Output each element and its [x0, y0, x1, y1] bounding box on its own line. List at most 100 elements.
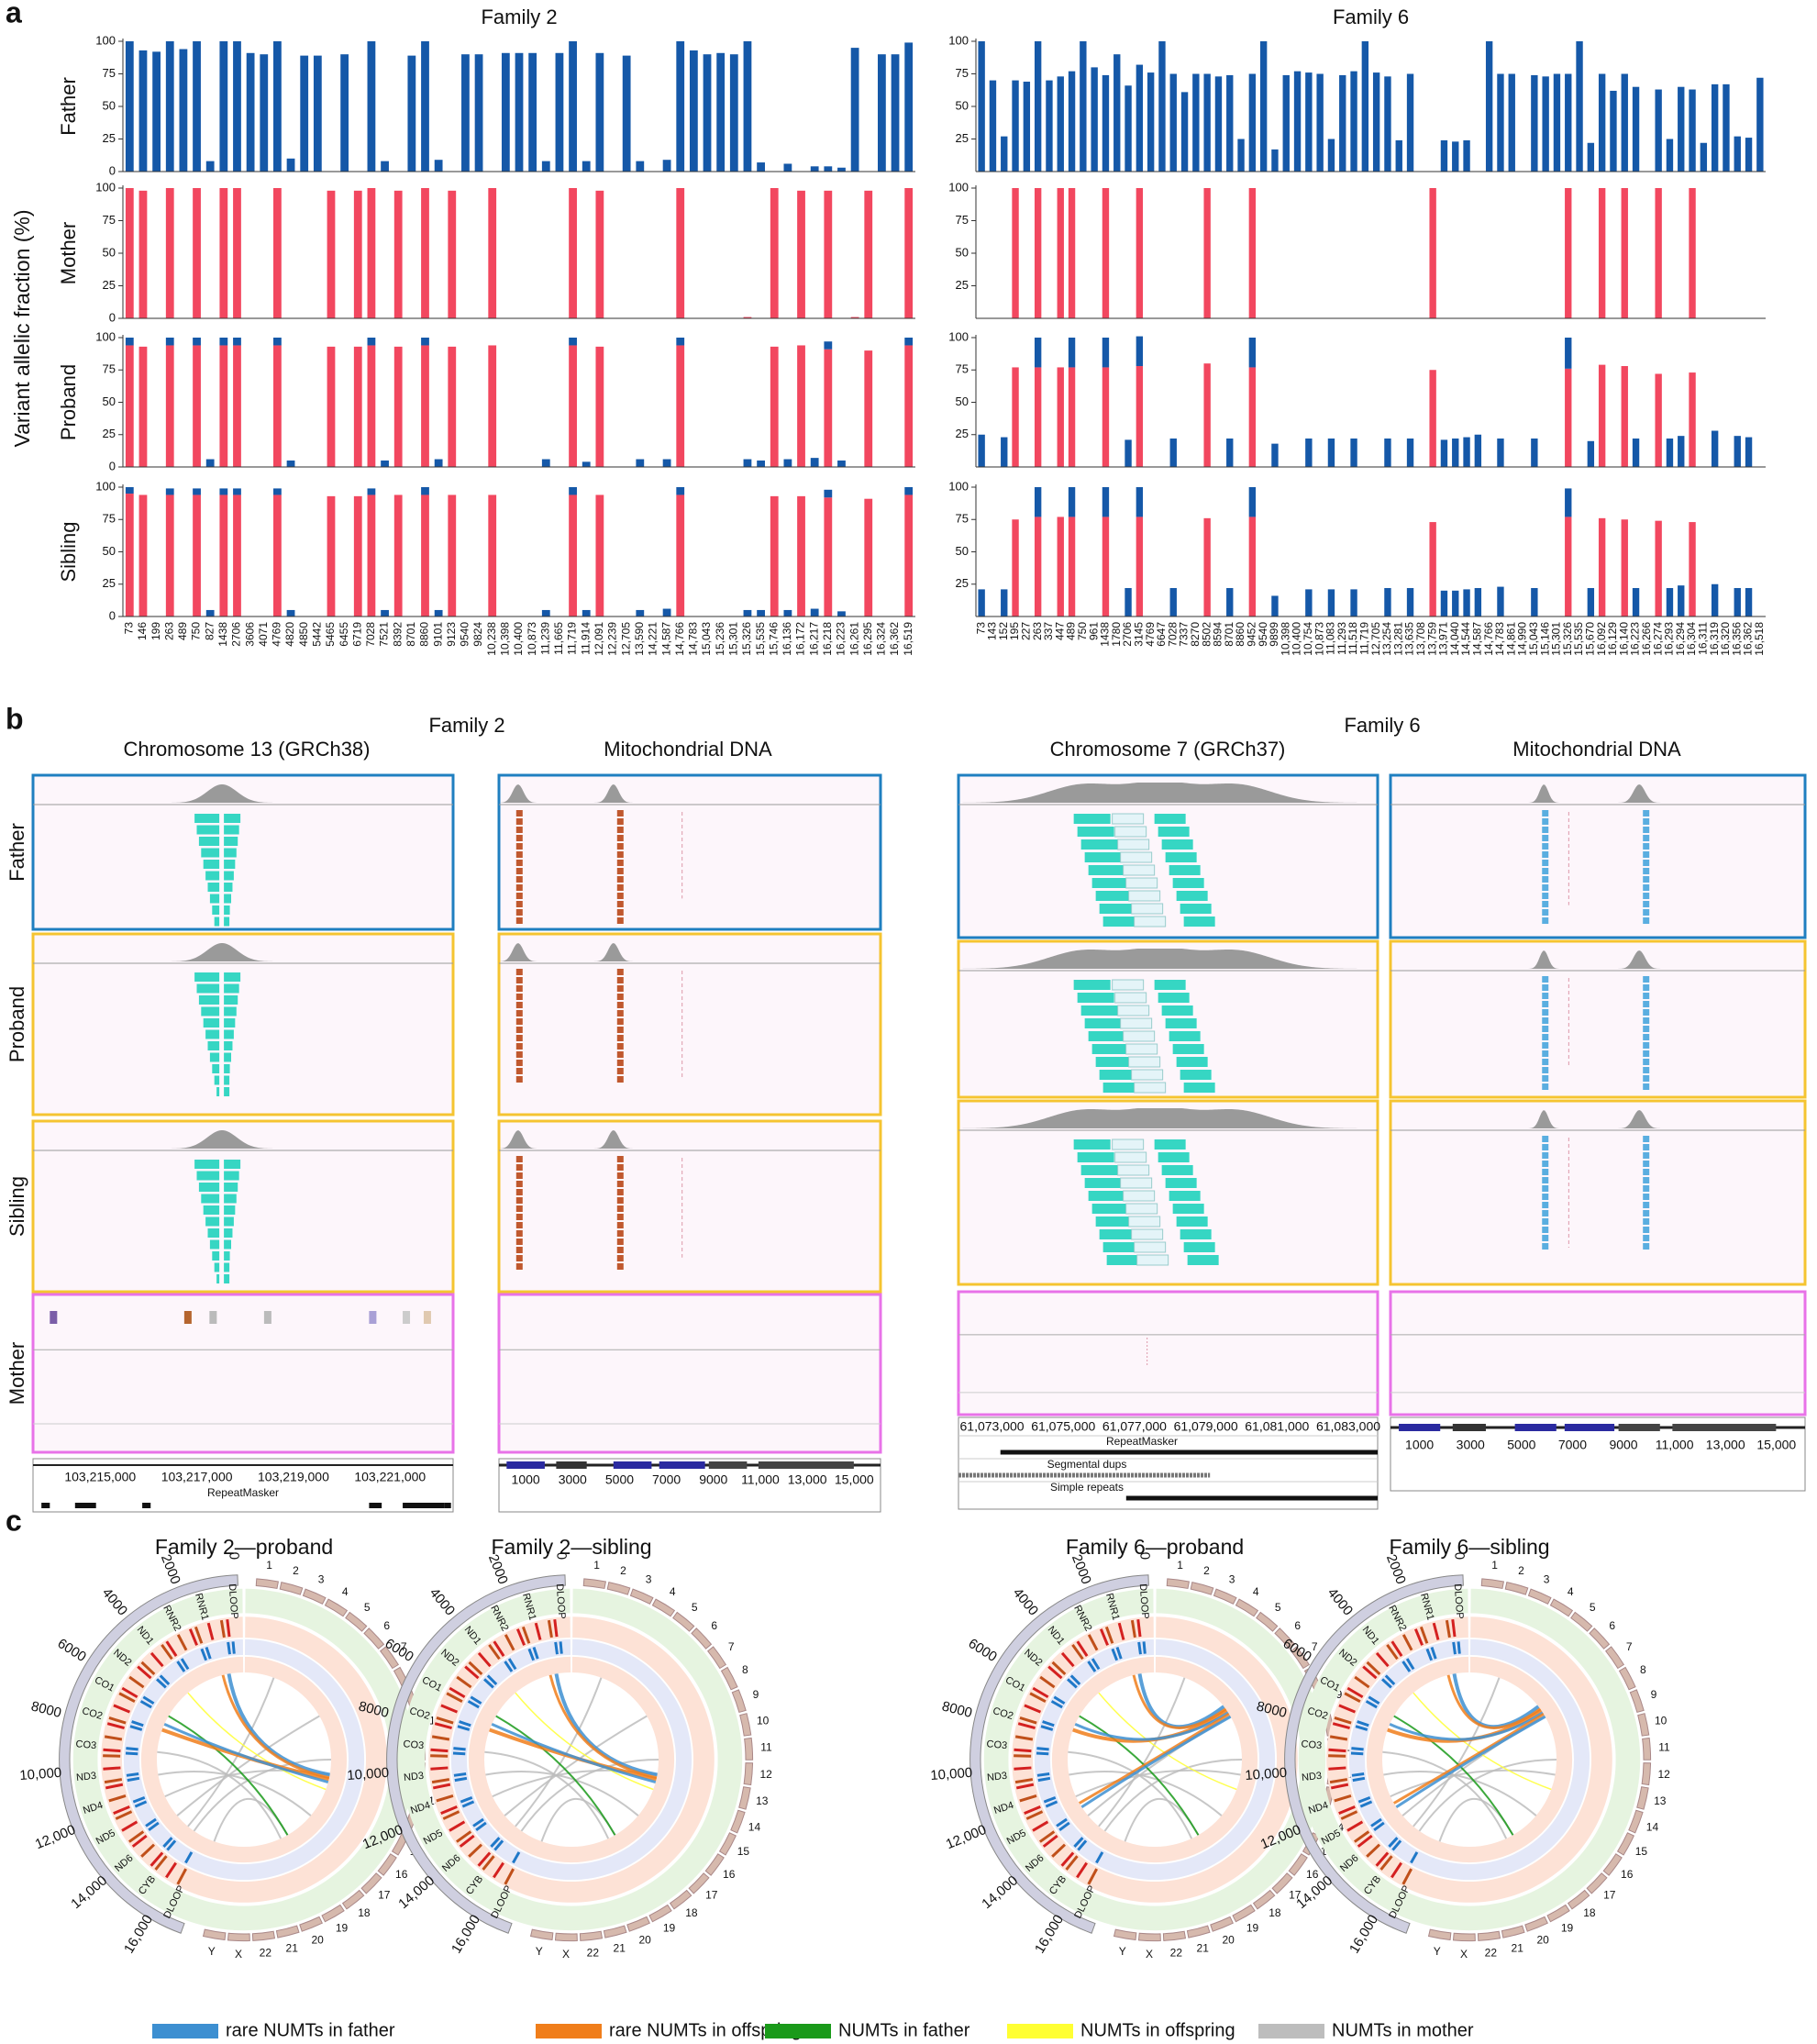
- x-tick-label: 16,311: [1697, 622, 1710, 655]
- bar: [1136, 366, 1144, 467]
- variant-tick: [1117, 1622, 1125, 1640]
- bar: [138, 190, 148, 318]
- chromosome-label: 13: [1654, 1794, 1667, 1807]
- read: [198, 837, 220, 846]
- variant-tick: [436, 1794, 454, 1803]
- chord: [1413, 1677, 1501, 1827]
- chromosome-label: 7: [1312, 1640, 1318, 1653]
- read: [515, 1156, 523, 1162]
- variant-tick: [1445, 1619, 1451, 1639]
- bar: [1169, 73, 1177, 172]
- bar: [273, 338, 282, 346]
- variant-tick: [475, 1821, 487, 1832]
- variant-tick: [1413, 1628, 1424, 1646]
- bar: [1745, 138, 1753, 172]
- bar: [1689, 188, 1696, 318]
- read: [1643, 1026, 1650, 1032]
- variant-tick: [430, 1754, 449, 1758]
- read: [1125, 1043, 1158, 1055]
- bar: [569, 487, 577, 495]
- column-title: Chromosome 13 (GRCh38): [124, 738, 371, 761]
- legend-label: NUMTs in father: [838, 2020, 970, 2040]
- read: [1112, 1139, 1145, 1150]
- read: [515, 1027, 523, 1033]
- axis-label: 61,083,000: [1316, 1419, 1380, 1434]
- bar: [1248, 338, 1257, 368]
- read: [198, 995, 220, 1005]
- variant-tick: [1142, 1641, 1147, 1654]
- variant-tick: [165, 1640, 178, 1657]
- chromosome: [1604, 1646, 1625, 1670]
- bar: [1531, 587, 1538, 617]
- track-box: [497, 1119, 882, 1294]
- bar: [1632, 438, 1640, 467]
- read: [1091, 1204, 1129, 1214]
- bar: [757, 460, 765, 467]
- x-tick-label: 14,766: [673, 622, 686, 656]
- bar: [595, 190, 604, 318]
- bar: [1034, 367, 1042, 467]
- read: [1643, 1042, 1650, 1049]
- chromosome: [1637, 1713, 1650, 1737]
- bar: [1361, 41, 1369, 172]
- mt-tick-label: 10,000: [930, 1765, 973, 1783]
- read: [205, 1029, 220, 1039]
- read: [1161, 1165, 1193, 1175]
- bar: [260, 54, 269, 172]
- variant-tick: [547, 1619, 553, 1639]
- bar: [205, 609, 215, 617]
- read: [1542, 843, 1549, 850]
- repeat: [41, 1503, 50, 1508]
- x-tick-label: 12,239: [606, 622, 619, 656]
- track-box: [497, 932, 882, 1116]
- chord: [1413, 1692, 1552, 1791]
- legend-swatch: [1258, 2024, 1324, 2038]
- variant-tick: [431, 1735, 450, 1741]
- read: [203, 860, 220, 869]
- chromosome-label: 3: [646, 1573, 652, 1586]
- chromosome: [324, 1598, 349, 1617]
- bar: [219, 41, 228, 172]
- variant-tick: [1036, 1747, 1049, 1751]
- chromosome: [379, 1646, 400, 1670]
- bar: [421, 41, 429, 172]
- read: [515, 1002, 523, 1008]
- chromosome: [321, 1904, 345, 1923]
- chromosome: [582, 1578, 607, 1590]
- mt-tick-label: 10,000: [347, 1765, 390, 1783]
- read: [1172, 1044, 1204, 1054]
- bar: [1485, 41, 1493, 172]
- read: [1134, 1241, 1167, 1253]
- chromosome: [345, 1611, 368, 1632]
- read: [1131, 1228, 1164, 1240]
- chromosome-label: 16: [395, 1868, 408, 1881]
- chromosome: [1524, 1916, 1548, 1932]
- variant-tick: [1359, 1800, 1373, 1808]
- x-tick-label: 11,914: [579, 622, 592, 655]
- read: [1112, 813, 1145, 825]
- chromosome: [1616, 1832, 1634, 1856]
- bar: [1678, 585, 1685, 617]
- x-tick-label: 16,266: [1640, 622, 1653, 656]
- bar: [528, 52, 537, 172]
- read: [1643, 1009, 1650, 1016]
- read: [515, 1051, 523, 1058]
- variant-tick: [1045, 1800, 1058, 1808]
- read: [224, 1075, 230, 1085]
- variant-tick: [468, 1843, 483, 1858]
- variant-tick: [1381, 1678, 1392, 1689]
- chromosome-label: 7: [1626, 1640, 1633, 1653]
- chromosome: [1501, 1925, 1525, 1938]
- chromosome: [529, 1928, 554, 1941]
- read: [616, 1156, 624, 1162]
- variant-tick: [1357, 1795, 1371, 1804]
- bar: [1068, 188, 1076, 318]
- bar: [1327, 438, 1335, 467]
- mt-tick-label: 16,000: [1346, 1912, 1381, 1956]
- y-tick-label: 75: [956, 213, 969, 227]
- chord: [227, 1673, 330, 1777]
- read: [616, 1010, 624, 1016]
- read: [1643, 1210, 1650, 1216]
- group-title: Family 6: [1344, 714, 1420, 737]
- bar: [1125, 587, 1132, 617]
